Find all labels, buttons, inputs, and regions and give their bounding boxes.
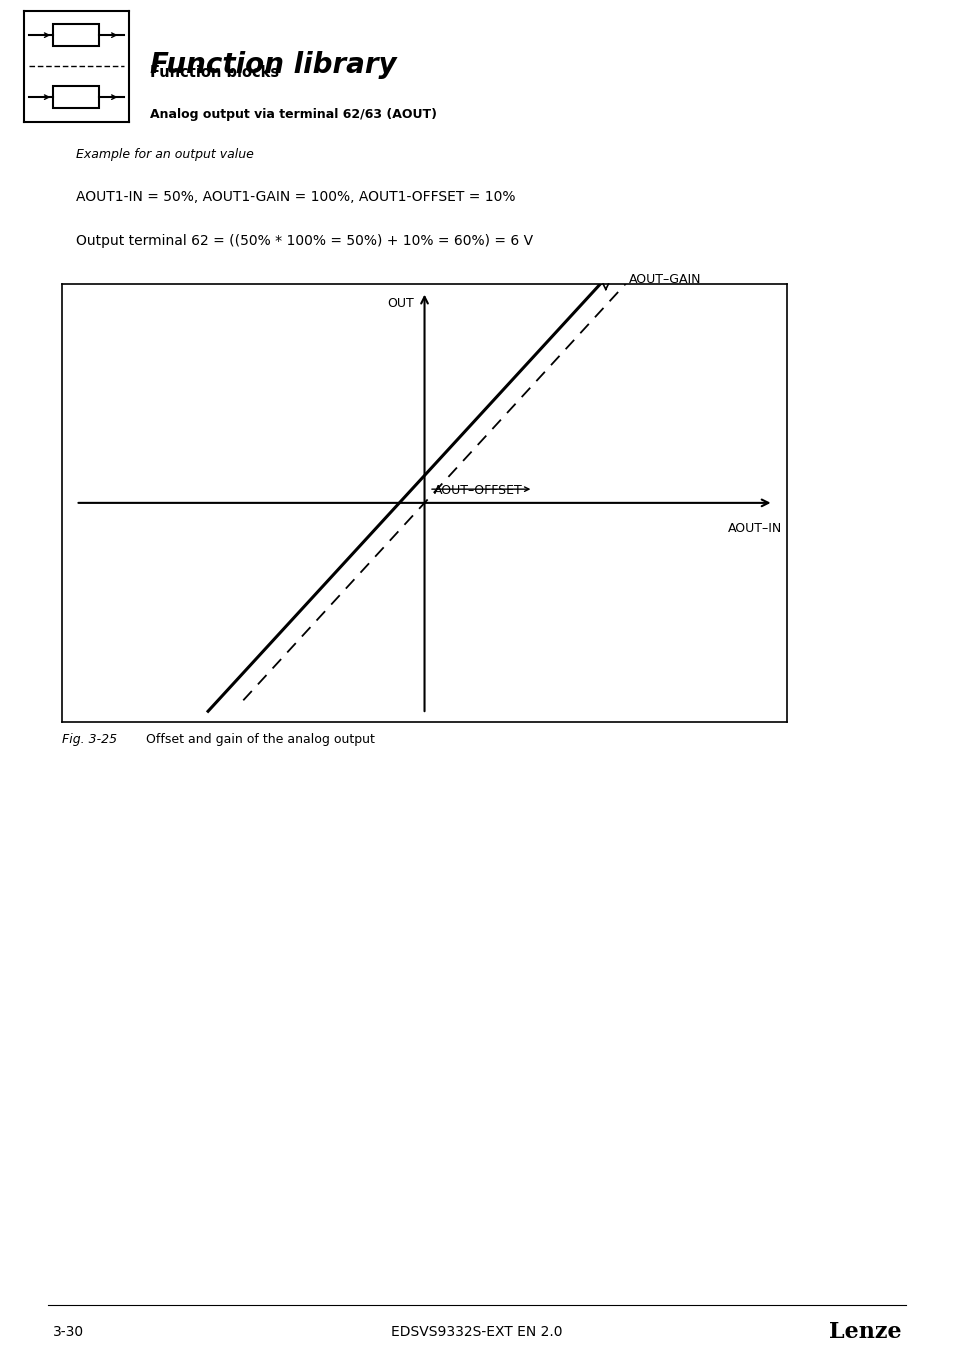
Text: EDSVS9332S-EXT EN 2.0: EDSVS9332S-EXT EN 2.0 — [391, 1326, 562, 1339]
Text: AOUT–GAIN: AOUT–GAIN — [628, 273, 700, 286]
Text: Function blocks: Function blocks — [150, 65, 278, 80]
Text: Example for an output value: Example for an output value — [76, 148, 253, 161]
Text: Output terminal 62 = ((50% * 100% = 50%) + 10% = 60%) = 6 V: Output terminal 62 = ((50% * 100% = 50%)… — [76, 234, 533, 248]
Text: AOUT1-IN = 50%, AOUT1-GAIN = 100%, AOUT1-OFFSET = 10%: AOUT1-IN = 50%, AOUT1-GAIN = 100%, AOUT1… — [76, 190, 516, 204]
Text: Lenze: Lenze — [828, 1322, 901, 1343]
Text: 3-30: 3-30 — [52, 1326, 84, 1339]
Text: Fig. 3-25: Fig. 3-25 — [62, 733, 117, 745]
Bar — [53, 24, 99, 46]
Text: Offset and gain of the analog output: Offset and gain of the analog output — [146, 733, 375, 745]
Text: AOUT–IN: AOUT–IN — [727, 522, 781, 535]
Text: Function library: Function library — [150, 51, 396, 78]
Text: AOUT–OFFSET: AOUT–OFFSET — [433, 483, 522, 497]
Text: OUT: OUT — [387, 297, 414, 310]
Text: Analog output via terminal 62/63 (AOUT): Analog output via terminal 62/63 (AOUT) — [150, 108, 436, 120]
Bar — [53, 86, 99, 108]
